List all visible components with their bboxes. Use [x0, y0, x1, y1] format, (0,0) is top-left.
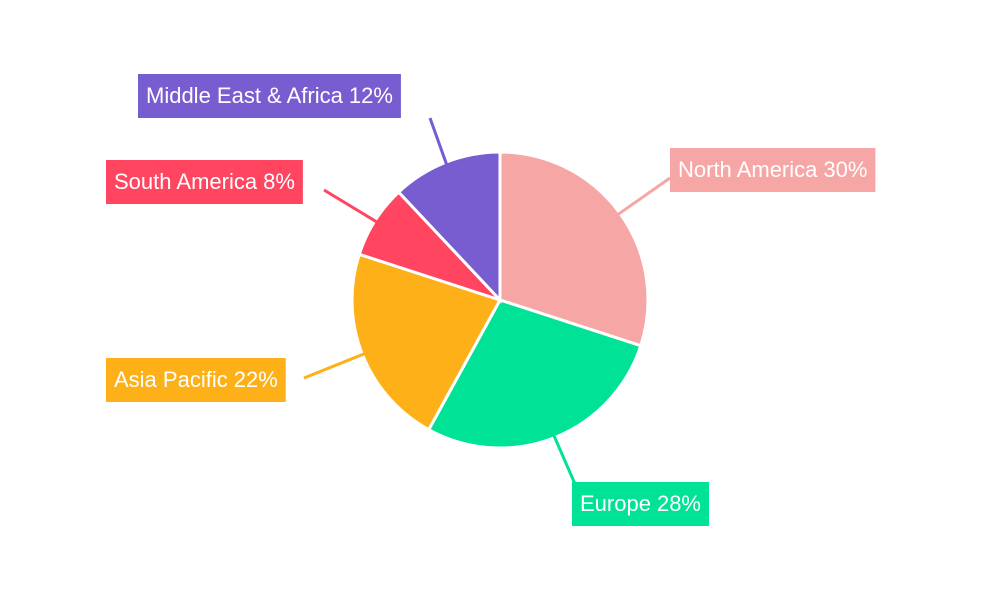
data-label: Middle East & Africa 12% — [138, 74, 401, 118]
label-box — [670, 148, 876, 192]
label-text: Middle East & Africa 12% — [146, 83, 393, 108]
label-text: North America 30% — [678, 157, 867, 182]
leader-line — [303, 349, 373, 380]
category-label: North America — [678, 157, 818, 182]
label-text: Europe 28% — [580, 491, 701, 516]
data-label: South America 8% — [106, 160, 303, 204]
leader-line — [428, 117, 451, 173]
label-box — [572, 482, 709, 526]
label-box — [106, 160, 303, 204]
data-label: Asia Pacific 22% — [106, 358, 286, 402]
category-label: Asia Pacific — [114, 367, 228, 392]
value-label: 12% — [349, 83, 393, 108]
leader-line — [610, 176, 671, 221]
data-label: Europe 28% — [572, 482, 709, 526]
label-text: Asia Pacific 22% — [114, 367, 278, 392]
value-label: 28% — [657, 491, 701, 516]
label-box — [138, 74, 401, 118]
category-label: Europe — [580, 491, 651, 516]
category-label: South America — [114, 169, 258, 194]
category-label: Middle East & Africa — [146, 83, 344, 108]
label-box — [106, 358, 286, 402]
data-label: North America 30% — [670, 148, 876, 192]
label-text: South America 8% — [114, 169, 295, 194]
value-label: 8% — [263, 169, 295, 194]
value-label: 30% — [823, 157, 867, 182]
leader-line — [549, 427, 577, 485]
value-label: 22% — [234, 367, 278, 392]
leader-line — [323, 188, 385, 228]
